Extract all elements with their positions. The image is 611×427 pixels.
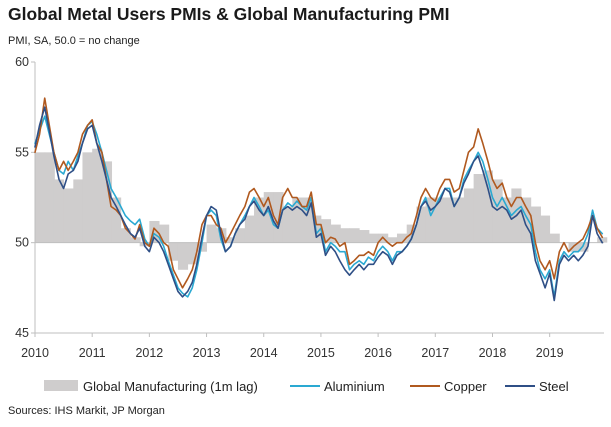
x-tick-label: 2017 (421, 346, 449, 360)
x-tick-label: 2013 (193, 346, 221, 360)
manufacturing-bar (502, 197, 513, 243)
manufacturing-bar (149, 220, 160, 243)
manufacturing-bar (339, 228, 350, 243)
manufacturing-bar (521, 197, 532, 243)
x-tick-label: 2011 (79, 346, 106, 360)
y-tick-label: 45 (15, 326, 29, 340)
manufacturing-bar (549, 233, 560, 243)
manufacturing-bar (120, 228, 131, 243)
manufacturing-bar (292, 197, 303, 243)
x-tick-label: 2014 (250, 346, 278, 360)
x-tick-label: 2016 (364, 346, 392, 360)
manufacturing-bar (320, 219, 332, 243)
manufacturing-bar (168, 242, 179, 261)
manufacturing-bar (254, 197, 265, 243)
manufacturing-bar (92, 148, 103, 243)
x-tick-label: 2018 (479, 346, 507, 360)
manufacturing-bar (396, 233, 408, 243)
manufacturing-bar (578, 242, 589, 252)
manufacturing-bar (482, 170, 493, 243)
chart-source: Sources: IHS Markit, JP Morgan (8, 405, 165, 417)
chart-title: Global Metal Users PMIs & Global Manufac… (8, 4, 450, 24)
legend-label-global-manufacturing-1m-lag: Global Manufacturing (1m lag) (83, 379, 258, 394)
legend-label-aluminium: Aluminium (324, 379, 385, 394)
series-line-steel (34, 106, 604, 302)
manufacturing-bar (35, 152, 46, 243)
x-tick-label: 2012 (135, 346, 163, 360)
manufacturing-bar (425, 197, 436, 243)
manufacturing-bar (597, 237, 608, 243)
y-tick-label: 50 (15, 236, 29, 250)
manufacturing-bar (73, 179, 84, 243)
legend-label-copper: Copper (444, 379, 487, 394)
manufacturing-bar (463, 188, 475, 243)
manufacturing-bar (454, 197, 465, 243)
manufacturing-bar (349, 228, 360, 243)
manufacturing-bars (35, 148, 608, 270)
manufacturing-bar (82, 152, 93, 243)
legend-label-steel: Steel (539, 379, 569, 394)
manufacturing-bar (492, 179, 503, 243)
manufacturing-bar (282, 206, 293, 243)
manufacturing-bar (263, 192, 274, 243)
x-tick-label: 2010 (21, 346, 49, 360)
manufacturing-bar (244, 215, 255, 243)
manufacturing-bar (359, 230, 370, 243)
manufacturing-bar (530, 206, 541, 243)
manufacturing-bar (330, 224, 341, 243)
y-tick-label: 55 (15, 145, 29, 159)
legend-swatch-global-manufacturing-1m-lag (44, 380, 78, 391)
manufacturing-bar (473, 174, 484, 243)
manufacturing-bar (101, 161, 113, 243)
manufacturing-bar (387, 237, 398, 243)
manufacturing-bar (187, 242, 198, 265)
manufacturing-bar (225, 237, 236, 243)
manufacturing-bar (63, 188, 74, 243)
metal-pmi-lines (34, 97, 604, 302)
manufacturing-bar (435, 197, 446, 243)
manufacturing-bar (206, 224, 217, 243)
manufacturing-bar (53, 179, 64, 243)
x-tick-label: 2015 (307, 346, 335, 360)
manufacturing-bar (159, 224, 170, 243)
series-line-aluminium (34, 115, 604, 298)
manufacturing-bar (302, 197, 313, 243)
manufacturing-bar (416, 206, 427, 243)
manufacturing-bar (445, 197, 456, 243)
manufacturing-bar (539, 215, 551, 243)
manufacturing-bar (235, 228, 246, 243)
manufacturing-bar (368, 233, 379, 243)
manufacturing-bar (130, 237, 141, 243)
y-tick-label: 60 (15, 55, 29, 69)
manufacturing-bar (177, 242, 189, 270)
manufacturing-bar (111, 197, 122, 243)
x-tick-label: 2019 (536, 346, 564, 360)
chart-subtitle: PMI, SA, 50.0 = no change (8, 35, 140, 47)
axes: 45 50 55 60 2010 2011 2012 2013 2014 2015 2016 2017… (15, 55, 604, 360)
legend: Global Manufacturing (1m lag) Aluminium Co… (44, 379, 569, 394)
manufacturing-bar (44, 152, 55, 243)
